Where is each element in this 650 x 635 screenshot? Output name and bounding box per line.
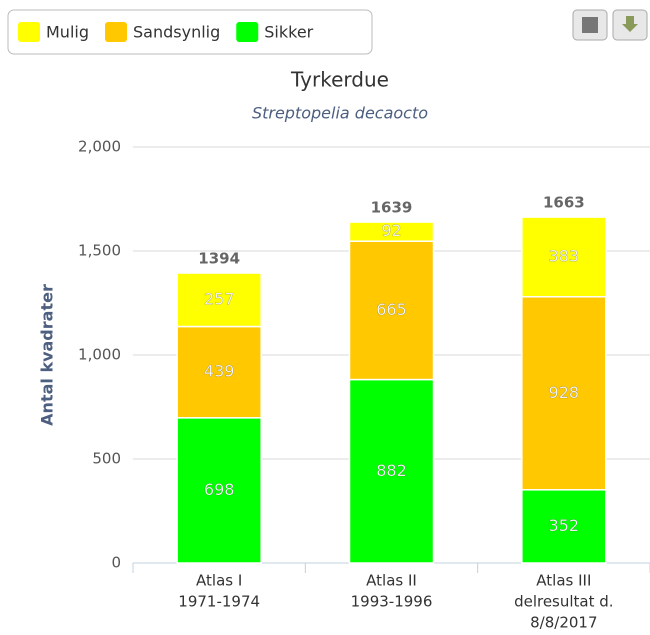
data-label: 383 xyxy=(549,246,580,265)
legend-swatch xyxy=(105,22,127,42)
data-label: 92 xyxy=(381,221,401,240)
data-label: 882 xyxy=(376,461,407,480)
y-tick-label: 2,000 xyxy=(78,138,121,156)
y-tick-label: 0 xyxy=(111,554,121,572)
data-label: 352 xyxy=(549,516,580,535)
y-axis-title: Antal kvadrater xyxy=(38,284,57,426)
bar-segment xyxy=(176,325,262,419)
x-tick-label: 1971-1974 xyxy=(178,593,260,611)
x-tick-label: Atlas I xyxy=(196,572,242,590)
x-tick-label: 1993-1996 xyxy=(351,593,433,611)
bar-segment xyxy=(521,489,607,564)
y-tick-label: 1,000 xyxy=(78,346,121,364)
bar-segment xyxy=(176,417,262,564)
x-tick-label: Atlas II xyxy=(366,572,417,590)
legend-label: Sikker xyxy=(264,23,313,42)
data-label: 665 xyxy=(376,300,407,319)
data-label: 928 xyxy=(549,383,580,402)
bar-segment xyxy=(521,296,607,491)
x-tick-label: delresultat d. xyxy=(514,593,614,611)
data-label: 439 xyxy=(204,362,235,381)
bar-segment xyxy=(348,240,435,381)
print-icon xyxy=(582,17,598,33)
legend-box xyxy=(7,9,373,55)
stack-label: 1663 xyxy=(543,194,585,212)
chart-subtitle: Streptopelia decaocto xyxy=(252,104,428,123)
legend-swatch xyxy=(236,22,259,42)
data-label: 698 xyxy=(204,480,235,499)
bar-segment xyxy=(521,216,607,298)
legend-label: Mulig xyxy=(46,23,89,42)
data-label: 257 xyxy=(204,289,235,308)
bar-segment xyxy=(176,272,262,328)
download-button[interactable] xyxy=(612,9,648,41)
bar-segment xyxy=(348,221,435,242)
download-icon xyxy=(622,16,638,32)
x-tick-label: 8/8/2017 xyxy=(530,614,597,632)
legend-swatch xyxy=(18,22,40,42)
x-tick-label: Atlas III xyxy=(536,572,591,590)
legend-label: Sandsynlig xyxy=(133,23,220,42)
bar-segment xyxy=(348,378,435,564)
stack-label: 1394 xyxy=(198,250,240,268)
stack-label: 1639 xyxy=(371,199,413,217)
y-tick-label: 500 xyxy=(92,450,121,468)
print-button[interactable] xyxy=(572,9,608,41)
chart-title: Tyrkerdue xyxy=(290,68,389,92)
y-tick-label: 1,500 xyxy=(78,242,121,260)
